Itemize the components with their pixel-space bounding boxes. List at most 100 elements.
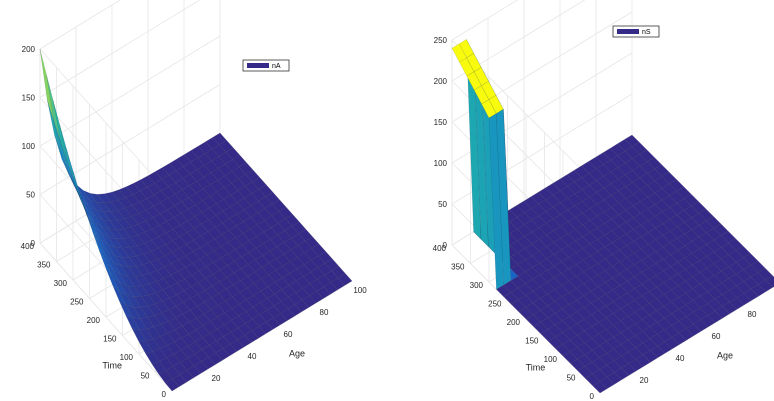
tick-label: 400 — [433, 244, 447, 253]
surface-patch — [201, 356, 216, 370]
tick-label: 200 — [87, 316, 101, 325]
surface-patch — [561, 304, 578, 317]
tick-labels: 2040608010005010015020025030035040005010… — [433, 36, 757, 401]
surface-patch — [742, 253, 759, 266]
surface-patch — [721, 301, 738, 314]
surface-patch — [509, 240, 526, 253]
surface-patch — [574, 189, 590, 202]
surface-patch — [80, 199, 95, 227]
tick-label: 80 — [748, 310, 757, 319]
surface-patch — [318, 251, 333, 264]
surface-patch — [532, 262, 548, 275]
surface-patch — [562, 316, 578, 329]
surface-patch — [539, 293, 556, 306]
surface-patch — [707, 287, 723, 300]
surface-patch — [618, 210, 634, 223]
surface-patch — [218, 288, 233, 302]
surface-patch — [621, 363, 637, 376]
surface-patch — [148, 292, 163, 305]
surface-patch — [182, 309, 197, 323]
surface-patch — [212, 132, 227, 145]
tick-label: 200 — [507, 318, 521, 327]
surface-patch — [736, 281, 752, 294]
surface-patch — [186, 365, 202, 378]
surface-patch — [713, 259, 730, 272]
surface-patch — [577, 342, 593, 355]
tick-label: 60 — [284, 330, 293, 339]
surface-patch — [574, 212, 591, 225]
surface-patch — [567, 181, 583, 194]
tick-label: 50 — [438, 200, 447, 209]
surface-patch — [654, 164, 670, 177]
tick-label: 100 — [544, 355, 558, 364]
surface-patch — [612, 261, 628, 274]
tick-label: 200 — [434, 77, 448, 86]
surface-patch — [533, 321, 549, 334]
surface-patch — [632, 201, 649, 214]
surface-patch — [670, 297, 687, 310]
surface-patch — [691, 225, 707, 238]
surface-patch — [566, 170, 583, 183]
surface-patch — [538, 187, 554, 200]
surface-patch — [283, 249, 298, 262]
surface-patch — [610, 190, 627, 203]
surface-patch — [280, 308, 295, 321]
surface-patch — [309, 279, 325, 292]
tick-label: 150 — [525, 337, 539, 346]
tick-label: 20 — [212, 374, 221, 383]
surface-patch — [277, 230, 292, 243]
surface-patch — [530, 192, 547, 205]
surface-patch — [273, 313, 288, 326]
surface-patch — [289, 268, 304, 281]
surface-patch — [610, 167, 626, 180]
surface-patch — [581, 173, 597, 186]
surface-patch — [677, 233, 693, 246]
surface-patch — [685, 323, 702, 336]
surface-patch — [641, 303, 658, 316]
surface-patch — [646, 168, 663, 181]
surface-patch — [523, 208, 540, 221]
surface-patch — [66, 160, 81, 201]
tick-label: 100 — [22, 142, 36, 151]
tick-label: 100 — [434, 159, 448, 168]
surface-patch — [584, 373, 601, 386]
tick-label: 150 — [434, 118, 448, 127]
surface-patch — [633, 213, 649, 226]
surface-patch — [510, 299, 527, 312]
surface-patch — [287, 304, 302, 317]
surface-patch — [163, 263, 179, 276]
surface-patch — [649, 345, 666, 358]
surface-patch — [516, 224, 533, 237]
surface-patch — [169, 294, 184, 307]
surface-patch — [553, 261, 570, 274]
surface-patch — [683, 205, 700, 218]
tick-label: 350 — [451, 263, 465, 272]
surface-patch — [692, 260, 708, 273]
legend-swatch — [617, 29, 639, 34]
surface-patch — [626, 276, 643, 289]
surface-patch — [596, 223, 613, 236]
tick-label: 250 — [434, 36, 448, 45]
surface-patch — [611, 202, 627, 215]
surface-patch — [167, 329, 182, 342]
surface-patch — [503, 292, 519, 305]
surface-patch — [574, 177, 590, 190]
surface-patch — [590, 251, 606, 264]
surface-patch — [640, 196, 656, 209]
surface-patch — [545, 195, 561, 208]
surface-patch — [555, 332, 571, 345]
surface-patch — [713, 235, 729, 248]
surface-patch — [547, 336, 564, 349]
surface-patch — [625, 217, 642, 230]
tick-label: 100 — [120, 353, 134, 362]
grid-line — [39, 35, 221, 147]
grid-line — [39, 0, 121, 50]
surface-patch — [568, 288, 585, 301]
surface-patch — [115, 247, 130, 258]
surface-patch — [617, 139, 633, 152]
surface-patch — [684, 229, 700, 242]
surface-patch — [598, 294, 614, 307]
surface-patch — [611, 226, 627, 239]
surface-patch — [649, 298, 665, 311]
surface-patch — [676, 198, 692, 211]
